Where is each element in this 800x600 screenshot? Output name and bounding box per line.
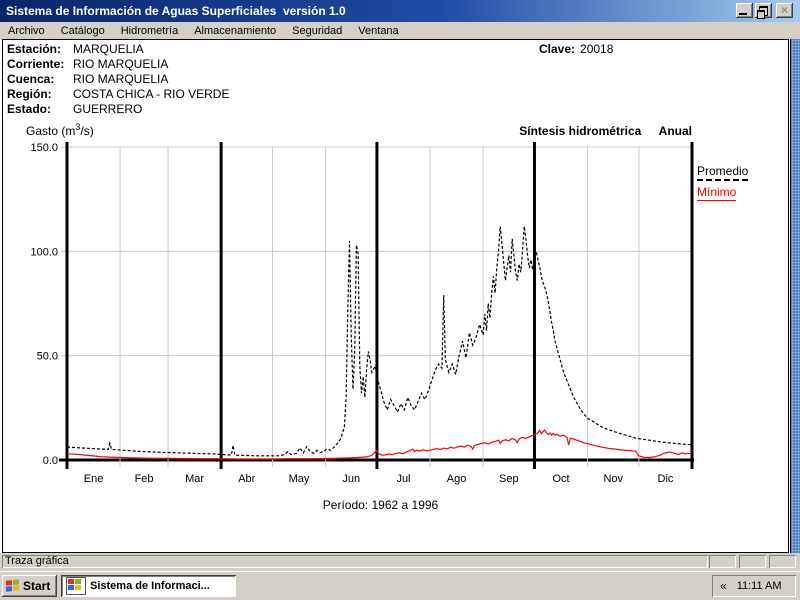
chart-title-text: Síntesis hidrométrica: [519, 124, 642, 138]
minimize-icon: [739, 13, 747, 15]
status-panel-3: [769, 555, 796, 568]
clock: 11:11 AM: [736, 580, 782, 592]
chart-mode: Anual: [658, 124, 692, 138]
legend-minimo: Mínimo: [697, 185, 737, 201]
station-info-panel: Estación: MARQUELIA Corriente: RIO MARQU…: [7, 42, 229, 117]
info-row-corriente: Corriente: RIO MARQUELIA: [7, 57, 229, 72]
restore-icon: [757, 6, 768, 19]
close-icon: ×: [780, 3, 788, 17]
cuenca-value: RIO MARQUELIA: [73, 72, 169, 86]
region-value: COSTA CHICA - RIO VERDE: [73, 87, 230, 101]
app-icon: [66, 577, 86, 595]
start-label: Start: [23, 579, 51, 593]
taskbar-task-button[interactable]: Sistema de Informaci...: [61, 575, 236, 597]
desktop-background: [790, 39, 800, 553]
estacion-value: MARQUELIA: [73, 42, 144, 56]
info-row-estado: Estado: GUERRERO: [7, 102, 229, 117]
estado-value: GUERRERO: [73, 102, 143, 116]
corriente-value: RIO MARQUELIA: [73, 57, 169, 71]
client-area: Estación: MARQUELIA Corriente: RIO MARQU…: [2, 39, 789, 553]
info-row-cuenca: Cuenca: RIO MARQUELIA: [7, 72, 229, 87]
info-row-region: Región: COSTA CHICA - RIO VERDE: [7, 87, 229, 102]
chart-legend: Promedio Mínimo: [697, 164, 749, 201]
info-row-estacion: Estación: MARQUELIA: [7, 42, 229, 57]
system-tray: « 11:11 AM: [712, 575, 796, 597]
window-controls: ×: [736, 3, 793, 19]
taskbar: Start Sistema de Informaci... « 11:11 AM: [0, 571, 800, 600]
clave-field: Clave: 20018: [539, 42, 613, 57]
period-label: Período: 1962 a 1996: [322, 498, 439, 512]
legend-promedio: Promedio: [697, 164, 749, 181]
tray-chevron-button[interactable]: «: [720, 579, 727, 593]
minimize-button[interactable]: [736, 3, 753, 18]
title-bar: Sistema de Información de Aguas Superfic…: [0, 0, 800, 22]
menu-almacenamiento[interactable]: Almacenamiento: [194, 24, 277, 37]
status-message: Traza gráfica: [2, 555, 708, 568]
window-title: Sistema de Información de Aguas Superfic…: [6, 4, 346, 18]
clave-label: Clave:: [539, 42, 576, 56]
status-panel-2: [739, 555, 766, 568]
windows-logo-icon: [6, 578, 20, 593]
menu-seguridad[interactable]: Seguridad: [292, 24, 343, 37]
estado-label: Estado:: [7, 102, 52, 116]
y-axis-title: Gasto (m3/s): [26, 122, 94, 138]
task-label: Sistema de Informaci...: [90, 580, 210, 592]
status-panel-1: [709, 555, 736, 568]
menu-ventana[interactable]: Ventana: [358, 24, 399, 37]
restore-button[interactable]: [755, 3, 772, 19]
close-button[interactable]: ×: [776, 3, 793, 18]
start-button[interactable]: Start: [2, 575, 57, 597]
status-bar: Traza gráfica: [0, 553, 800, 571]
clave-value: 20018: [580, 42, 614, 56]
cuenca-label: Cuenca:: [7, 72, 55, 86]
menu-catalogo[interactable]: Catálogo: [60, 24, 105, 37]
estacion-label: Estación:: [7, 42, 62, 56]
menu-bar: Archivo Catálogo Hidrometría Almacenamie…: [0, 22, 800, 39]
chart-title: Síntesis hidrométrica Anual: [519, 124, 692, 138]
menu-hidrometria[interactable]: Hidrometría: [120, 24, 179, 37]
menu-archivo[interactable]: Archivo: [8, 24, 45, 37]
corriente-label: Corriente:: [7, 57, 65, 71]
region-label: Región:: [7, 87, 52, 101]
